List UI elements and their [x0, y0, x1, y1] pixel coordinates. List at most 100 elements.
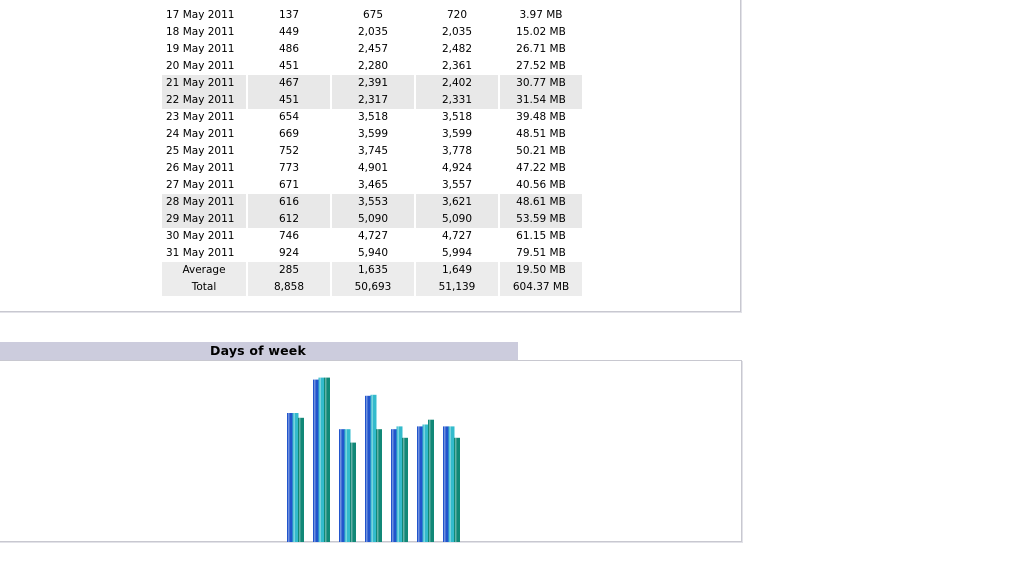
bar-highlight	[340, 429, 342, 542]
bar-day4-series1	[365, 395, 371, 542]
date-cell: 23 May 2011	[166, 111, 235, 123]
bar-highlight	[392, 429, 394, 542]
bar-highlight	[345, 429, 347, 542]
table-row: 29 May 2011 612 5,090 5,090 53.59 MB	[162, 211, 582, 228]
bar-day5-series3	[402, 437, 408, 542]
bar-highlight	[455, 437, 457, 542]
pages-cell: 486	[278, 43, 300, 55]
visits-cell: 2,035	[441, 26, 473, 38]
bandwidth-cell: 31.54 MB	[500, 92, 582, 109]
bandwidth-cell: 30.77 MB	[500, 75, 582, 92]
bar-highlight	[449, 426, 451, 542]
date-cell: 27 May 2011	[166, 179, 235, 191]
table-row: 26 May 2011 773 4,901 4,924 47.22 MB	[162, 160, 582, 177]
table-row: 24 May 2011 669 3,599 3,599 48.51 MB	[162, 126, 582, 143]
bar-day4-series3	[376, 429, 382, 542]
bandwidth-cell: 15.02 MB	[516, 26, 566, 38]
bandwidth-cell: 19.50 MB	[500, 262, 582, 279]
bandwidth-cell: 48.61 MB	[500, 194, 582, 211]
date-cell: 25 May 2011	[166, 145, 235, 157]
hits-cell: 2,035	[357, 26, 389, 38]
chart-bars	[287, 377, 460, 542]
bandwidth-cell: 26.71 MB	[516, 43, 566, 55]
table-row: 30 May 2011 746 4,727 4,727 61.15 MB	[162, 228, 582, 245]
bar-day1-series3	[298, 417, 304, 542]
date-cell: 22 May 2011	[162, 92, 246, 109]
average-label: Average	[162, 262, 246, 279]
hits-cell: 1,635	[332, 262, 414, 279]
table-row: 27 May 2011 671 3,465 3,557 40.56 MB	[162, 177, 582, 194]
table-row: 25 May 2011 752 3,745 3,778 50.21 MB	[162, 143, 582, 160]
visits-cell: 3,599	[441, 128, 473, 140]
pages-cell: 451	[278, 60, 300, 72]
bar-highlight	[444, 426, 446, 542]
bar-day6-series3	[428, 419, 434, 542]
pages-cell: 449	[278, 26, 300, 38]
visits-cell: 3,778	[441, 145, 473, 157]
bar-highlight	[366, 395, 368, 542]
visits-cell: 1,649	[416, 262, 498, 279]
table-row: 21 May 2011 467 2,391 2,402 30.77 MB	[162, 75, 582, 92]
bar-day1-series1	[287, 413, 293, 542]
pages-cell: 924	[278, 247, 300, 259]
total-row: Total 8,858 50,693 51,139 604.37 MB	[162, 279, 582, 296]
days-of-week-panel	[0, 360, 742, 542]
bar-day3-series3	[350, 442, 356, 542]
hits-cell: 3,599	[357, 128, 389, 140]
visits-cell: 720	[446, 9, 468, 21]
bar-highlight	[299, 417, 301, 542]
bandwidth-cell: 604.37 MB	[500, 279, 582, 296]
table-row: 17 May 2011 137 675 720 3.97 MB	[162, 7, 582, 24]
bandwidth-cell: 48.51 MB	[516, 128, 566, 140]
bandwidth-cell: 40.56 MB	[516, 179, 566, 191]
hits-cell: 2,457	[357, 43, 389, 55]
bar-day2-series1	[313, 379, 319, 542]
bandwidth-cell: 61.15 MB	[516, 230, 566, 242]
table-row: 20 May 2011 451 2,280 2,361 27.52 MB	[162, 58, 582, 75]
pages-cell: 671	[278, 179, 300, 191]
days-of-week-chart	[287, 377, 460, 542]
date-cell: 24 May 2011	[166, 128, 235, 140]
bar-day2-series2	[318, 377, 325, 542]
pages-cell: 8,858	[248, 279, 330, 296]
pages-cell: 137	[278, 9, 300, 21]
visits-cell: 51,139	[416, 279, 498, 296]
visits-cell: 5,090	[416, 211, 498, 228]
bandwidth-cell: 27.52 MB	[516, 60, 566, 72]
pages-cell: 773	[278, 162, 300, 174]
pages-cell: 612	[248, 211, 330, 228]
bar-highlight	[351, 442, 353, 542]
bar-highlight	[325, 377, 327, 542]
bar-highlight	[377, 429, 379, 542]
bar-highlight	[429, 419, 431, 542]
bandwidth-cell: 47.22 MB	[516, 162, 566, 174]
bar-day3-series2	[344, 429, 351, 542]
daily-stats-panel: 17 May 2011 137 675 720 3.97 MB 18 May 2011 44…	[0, 0, 741, 312]
pages-cell: 654	[278, 111, 300, 123]
visits-cell: 2,361	[441, 60, 473, 72]
table-row: 19 May 2011 486 2,457 2,482 26.71 MB	[162, 41, 582, 58]
date-cell: 18 May 2011	[166, 26, 235, 38]
bar-day6-series2	[422, 424, 429, 542]
hits-cell: 2,280	[357, 60, 389, 72]
date-cell: 31 May 2011	[166, 247, 235, 259]
table-row: 18 May 2011 449 2,035 2,035 15.02 MB	[162, 24, 582, 41]
table-row: 31 May 2011 924 5,940 5,994 79.51 MB	[162, 245, 582, 262]
bar-day6-series1	[417, 426, 423, 542]
date-cell: 20 May 2011	[166, 60, 235, 72]
bar-highlight	[319, 377, 321, 542]
visits-cell: 3,621	[416, 194, 498, 211]
days-of-week-header: Days of week	[0, 342, 518, 361]
visits-cell: 3,518	[441, 111, 473, 123]
bar-highlight	[293, 413, 295, 542]
visits-cell: 2,331	[416, 92, 498, 109]
bar-day5-series2	[396, 426, 403, 542]
pages-cell: 752	[278, 145, 300, 157]
hits-cell: 3,465	[357, 179, 389, 191]
daily-stats-body: 17 May 2011 137 675 720 3.97 MB 18 May 2011 44…	[162, 7, 582, 296]
pages-cell: 467	[248, 75, 330, 92]
visits-cell: 4,727	[441, 230, 473, 242]
pages-cell: 285	[248, 262, 330, 279]
hits-cell: 4,727	[357, 230, 389, 242]
